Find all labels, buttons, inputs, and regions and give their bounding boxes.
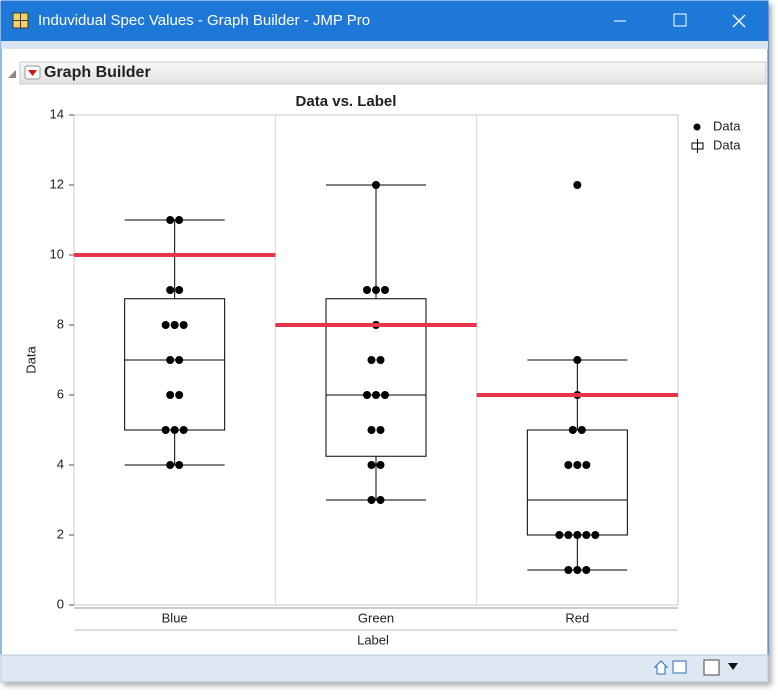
- disclosure-icon[interactable]: [8, 70, 16, 78]
- data-point: [582, 531, 591, 539]
- data-point: [166, 216, 175, 224]
- data-point: [175, 391, 184, 399]
- toolbar-strip: [1, 41, 768, 49]
- data-point: [363, 286, 371, 294]
- data-point: [573, 461, 582, 469]
- chart-title: Data vs. Label: [296, 93, 397, 110]
- panel-title: Graph Builder: [44, 64, 151, 81]
- dropdown-arrow[interactable]: [728, 663, 738, 670]
- data-point: [381, 391, 389, 399]
- data-point: [166, 286, 175, 294]
- y-tick-label: 10: [50, 246, 64, 261]
- data-point: [367, 356, 376, 364]
- x-tick-label: Blue: [162, 610, 188, 625]
- data-point: [573, 531, 582, 539]
- window-list-button[interactable]: [703, 659, 720, 676]
- y-tick-label: 2: [57, 526, 64, 541]
- data-point: [166, 356, 175, 364]
- data-point: [166, 461, 175, 469]
- data-point: [591, 531, 600, 539]
- data-point: [179, 321, 188, 329]
- data-point: [564, 461, 573, 469]
- y-tick-label: 6: [57, 386, 64, 401]
- y-tick-label: 14: [50, 106, 64, 121]
- data-point: [367, 461, 376, 469]
- data-point: [577, 426, 586, 434]
- data-point: [161, 426, 170, 434]
- data-point: [582, 566, 591, 574]
- home-icon[interactable]: [653, 660, 669, 675]
- data-point: [179, 426, 188, 434]
- data-point: [573, 566, 582, 574]
- maximize-button[interactable]: [673, 13, 687, 27]
- y-tick-label: 12: [50, 176, 64, 191]
- data-point: [573, 356, 582, 364]
- data-point: [372, 286, 380, 294]
- data-point: [372, 391, 380, 399]
- menu-arrow: [28, 70, 37, 76]
- data-point: [367, 496, 376, 504]
- data-point: [170, 321, 179, 329]
- box: [325, 298, 427, 457]
- x-tick-label: Red: [565, 610, 589, 625]
- data-point: [175, 356, 184, 364]
- x-axis-label: Label: [357, 632, 389, 647]
- panel-header: [19, 61, 767, 85]
- y-tick-label: 0: [57, 596, 64, 611]
- data-point: [376, 496, 385, 504]
- data-point: [175, 461, 184, 469]
- legend-label: Data: [713, 137, 741, 152]
- data-point: [381, 286, 389, 294]
- data-point: [376, 461, 385, 469]
- x-tick-label: Green: [358, 610, 394, 625]
- data-point: [363, 391, 371, 399]
- data-point: [367, 426, 376, 434]
- data-point: [166, 391, 175, 399]
- data-point: [564, 531, 573, 539]
- close-button[interactable]: [732, 14, 746, 28]
- data-point: [555, 531, 564, 539]
- y-tick-label: 8: [57, 316, 64, 331]
- data-point: [568, 426, 577, 434]
- data-point: [372, 181, 380, 189]
- legend-label: Data: [713, 118, 741, 133]
- data-point: [564, 566, 573, 574]
- data-point: [161, 321, 170, 329]
- y-axis-label: Data: [23, 346, 38, 374]
- legend-point-icon: [693, 123, 701, 131]
- app-icon: [12, 12, 29, 29]
- y-tick-label: 4: [57, 456, 64, 471]
- status-bar: [0, 654, 769, 683]
- data-point: [170, 426, 179, 434]
- data-point: [376, 356, 385, 364]
- window-title: Induvidual Spec Values - Graph Builder -…: [38, 12, 370, 29]
- data-point: [573, 181, 582, 189]
- data-point: [175, 216, 184, 224]
- data-point: [376, 426, 385, 434]
- title-bar: [1, 1, 768, 41]
- data-point: [582, 461, 591, 469]
- data-point: [175, 286, 184, 294]
- report-icon[interactable]: [672, 660, 687, 674]
